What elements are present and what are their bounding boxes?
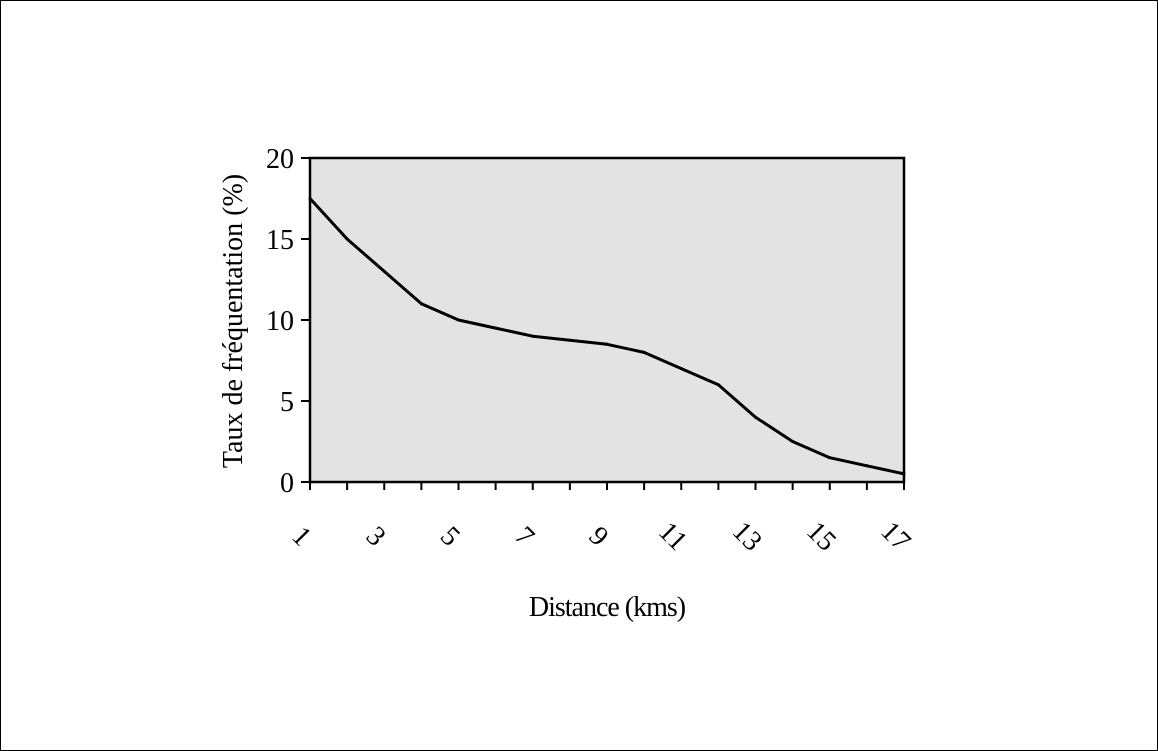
data-point — [382, 269, 386, 273]
x-tick-label: 1 — [286, 521, 318, 553]
data-point — [494, 326, 498, 330]
y-axis-tick-labels: 0 5 10 15 20 — [266, 144, 294, 499]
data-point — [642, 350, 646, 354]
x-tick-label: 9 — [583, 521, 615, 553]
data-point — [716, 383, 720, 387]
data-point — [902, 472, 906, 476]
x-tick-label: 15 — [800, 516, 842, 558]
y-axis-title: Taux de fréquentation (%) — [218, 174, 249, 468]
x-tick-label: 3 — [360, 521, 392, 553]
y-tick-label: 20 — [266, 144, 294, 175]
y-axis-ticks — [301, 157, 310, 483]
x-axis-ticks — [309, 482, 905, 490]
x-axis-title: Distance (kms) — [529, 592, 686, 623]
x-tick-label: 5 — [434, 521, 466, 553]
data-point — [308, 197, 312, 200]
data-point — [531, 334, 535, 338]
x-tick-label: 17 — [875, 516, 917, 558]
data-point — [679, 367, 683, 371]
plot-area — [308, 156, 906, 484]
y-tick-label: 15 — [266, 225, 294, 256]
data-point — [865, 464, 869, 468]
data-point — [345, 237, 349, 241]
data-point — [791, 440, 795, 443]
x-tick-label: 7 — [508, 521, 540, 553]
y-tick-label: 0 — [280, 468, 294, 499]
data-point — [419, 302, 423, 306]
x-axis-tick-labels: 1 3 5 7 9 11 13 15 17 — [286, 516, 917, 558]
x-tick-label: 11 — [652, 516, 693, 557]
data-point — [754, 415, 757, 419]
y-tick-label: 10 — [266, 306, 294, 337]
y-tick-label: 5 — [280, 387, 294, 418]
data-point — [605, 342, 609, 346]
x-tick-label: 13 — [726, 516, 768, 558]
data-point — [568, 338, 572, 342]
data-point — [457, 318, 460, 322]
data-point — [828, 456, 832, 460]
data-points — [308, 197, 906, 476]
